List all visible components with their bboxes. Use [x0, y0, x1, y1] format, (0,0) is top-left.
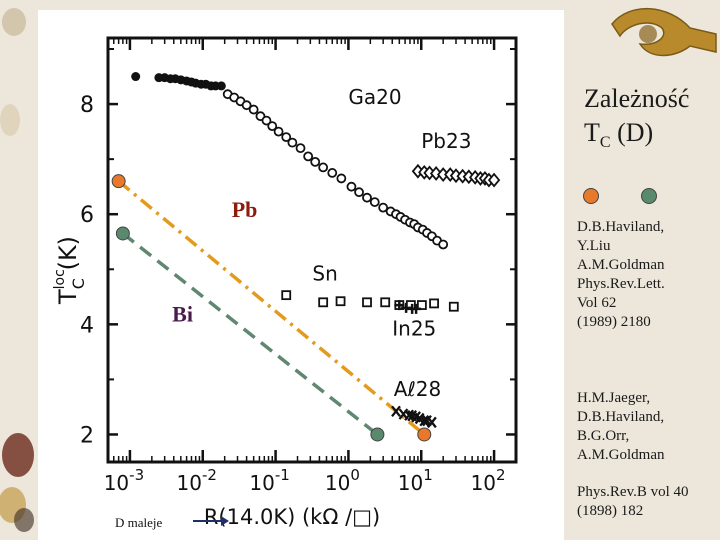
- data-point: [281, 132, 292, 143]
- bi-label: Bi: [172, 302, 193, 327]
- series-label: Aℓ28: [394, 377, 441, 401]
- data-point: [394, 300, 405, 311]
- data-point: [419, 414, 430, 427]
- pb-endpoint: [417, 427, 432, 442]
- y-tick-label: 8: [80, 93, 94, 118]
- ref-line: D.B.Haviland,: [577, 409, 665, 425]
- x-tick-label: 10-2: [177, 466, 217, 495]
- left-decoration: [0, 8, 34, 532]
- horn-decoration: [611, 8, 717, 57]
- series-label: Sn: [312, 261, 337, 285]
- x-tick-label: 101: [398, 466, 433, 495]
- y-tick-label: 6: [80, 203, 94, 228]
- x-tick-label: 10-3: [104, 466, 144, 495]
- ref-line: A.M.Goldman: [577, 447, 665, 463]
- data-point: [241, 100, 252, 111]
- series-label: Ga20: [348, 85, 401, 109]
- bi-endpoint: [115, 226, 130, 241]
- ref-line: H.M.Jaeger,: [577, 390, 651, 406]
- slide-title: Zależność TC (D): [584, 82, 689, 160]
- data-point: [416, 300, 427, 310]
- x-tick-label: 10-1: [249, 466, 289, 495]
- ref-line: B.G.Orr,: [577, 428, 630, 444]
- data-point: [362, 192, 372, 203]
- pb-label: Pb: [232, 197, 258, 222]
- data-point: [216, 81, 226, 91]
- data-point: [411, 303, 422, 314]
- data-point: [336, 173, 347, 184]
- data-point: [487, 172, 501, 188]
- y-tick-label: 2: [80, 423, 94, 448]
- plot-frame: [106, 36, 518, 464]
- data-point: [448, 301, 459, 312]
- data-point: [131, 72, 141, 82]
- right-arrow-icon: [193, 516, 229, 526]
- ref-line: A.M.Goldman: [577, 257, 665, 273]
- reference-3: Phys.Rev.B vol 40 (1898) 182: [577, 483, 717, 521]
- data-point: [378, 202, 389, 213]
- data-point: [248, 104, 259, 115]
- ref-line: Y.Liu: [577, 238, 611, 254]
- data-point: [426, 416, 437, 429]
- data-point: [429, 298, 439, 309]
- data-point: [318, 297, 329, 308]
- ref-line: Phys.Rev.Lett.: [577, 276, 665, 292]
- data-point: [261, 115, 272, 126]
- slide-title-line1: Zależność: [584, 84, 690, 113]
- reference-2: H.M.Jaeger, D.B.Haviland, B.G.Orr, A.M.G…: [577, 389, 717, 465]
- bi-endpoint: [370, 427, 385, 442]
- slide-title-line2: TC (D): [584, 118, 654, 152]
- y-tick-label: 4: [80, 313, 94, 338]
- pb-trend-line: [117, 179, 426, 436]
- ref-line: D.B.Haviland,: [577, 219, 665, 235]
- x-tick-label: 100: [325, 466, 360, 495]
- data-point: [335, 296, 346, 307]
- data-point: [303, 151, 314, 162]
- bi-legend-dot: [641, 188, 657, 204]
- ref-line: (1989) 2180: [577, 314, 651, 330]
- data-point: [287, 137, 298, 148]
- data-point: [369, 197, 380, 207]
- series-label: In25: [392, 316, 436, 340]
- d-decreases-label: D maleje: [115, 515, 163, 530]
- x-axis-label: R(14.0K) (kΩ /□): [204, 505, 380, 529]
- data-point: [354, 187, 364, 198]
- data-point: [404, 409, 414, 421]
- data-point: [318, 162, 329, 173]
- ref-line: Vol 62: [577, 295, 617, 311]
- data-point: [281, 290, 292, 301]
- data-point: [273, 126, 284, 137]
- ref-line: Phys.Rev.B vol 40: [577, 484, 689, 500]
- pb-legend-dot: [583, 188, 599, 204]
- plot-panel: 2 4 6 8 10-3 10-2 10-1 100 101 102 R(14.0K) (kΩ /□…: [38, 10, 564, 540]
- data-point: [438, 239, 449, 250]
- y-axis-label: TlocC (K): [52, 236, 88, 305]
- data-point: [346, 181, 357, 192]
- bi-trend-line: [121, 232, 379, 436]
- x-tick-label: 102: [471, 466, 506, 495]
- series-label: Pb23: [421, 129, 471, 153]
- reference-1: D.B.Haviland, Y.Liu A.M.Goldman Phys.Rev…: [577, 218, 717, 332]
- data-point: [362, 297, 372, 308]
- data-point: [295, 143, 306, 154]
- data-point: [391, 405, 401, 418]
- ref-line: (1898) 182: [577, 503, 644, 519]
- data-point: [267, 121, 278, 132]
- data-point: [380, 297, 391, 308]
- data-point: [327, 168, 338, 178]
- pb-endpoint: [111, 174, 126, 189]
- data-point: [310, 156, 321, 167]
- tc-vs-r-chart: 2 4 6 8 10-3 10-2 10-1 100 101 102 R(14.0K) (kΩ /□…: [52, 36, 518, 529]
